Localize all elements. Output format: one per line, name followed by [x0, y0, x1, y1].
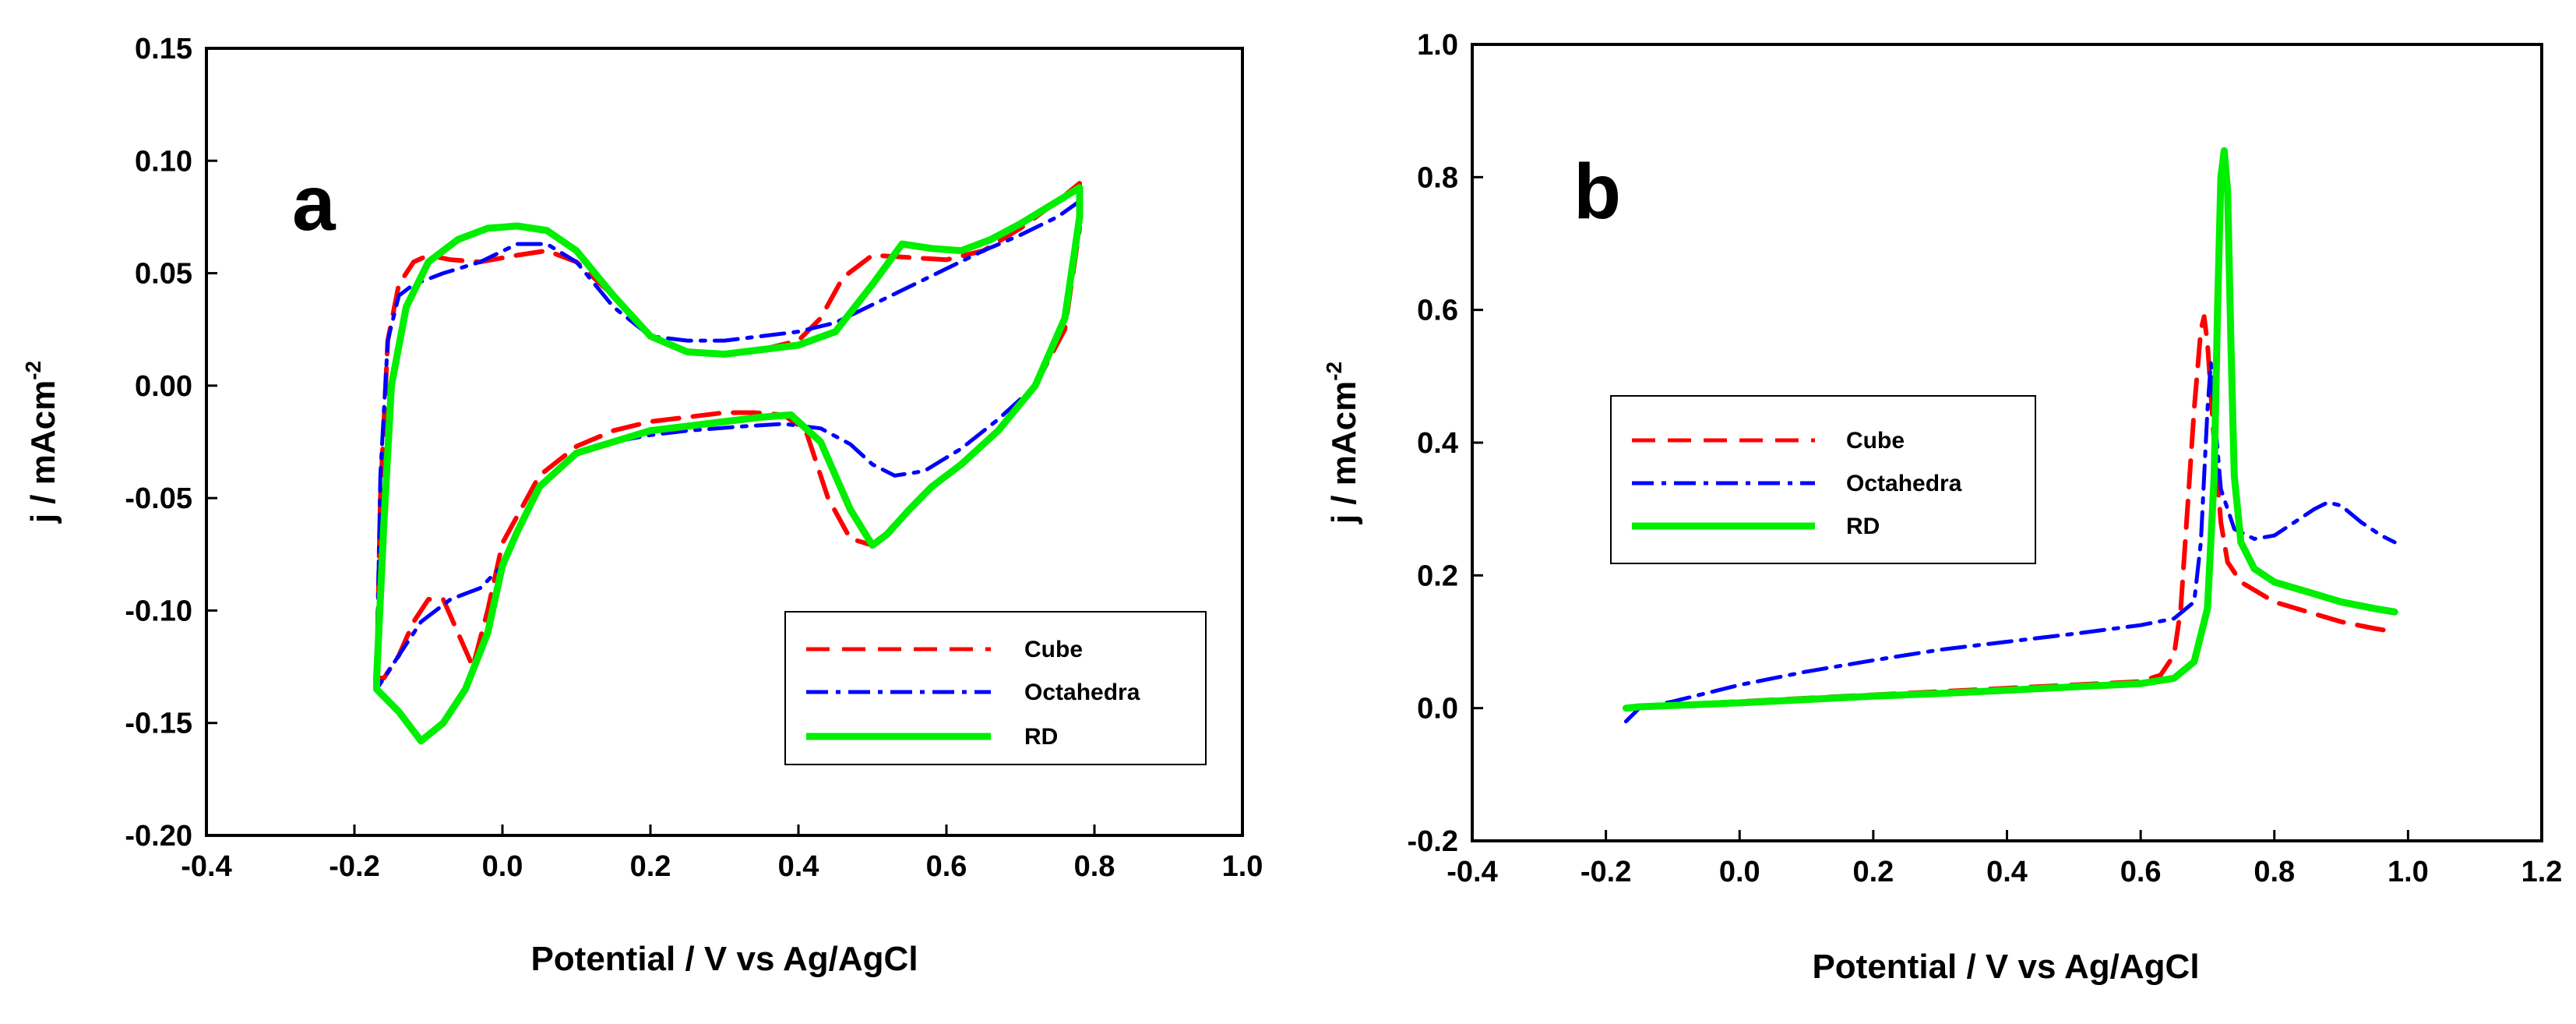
panel-a-y-tick-label: 0.05: [135, 258, 192, 291]
panel-b-y-tick-label: -0.2: [1408, 825, 1458, 858]
panel-b-y-tick-label: 0.6: [1417, 295, 1458, 327]
panel-b-x-tick-label: 0.8: [2254, 856, 2295, 888]
panel-a-x-tick-label: -0.2: [329, 850, 379, 883]
panel-a-legend-label-octahedra: Octahedra: [1024, 680, 1140, 705]
panel-a-series-rd-line: [373, 184, 1084, 745]
panel-b-x-tick-label: -0.4: [1447, 856, 1497, 888]
panel-a-x-tick-label: 0.0: [482, 850, 523, 883]
panel-b-x-tick-label: -0.2: [1580, 856, 1631, 888]
panel-a-legend-box: [784, 611, 1207, 765]
panel-b-y-axis-label-main: j / mAcm: [1325, 381, 1363, 524]
panel-a-series-cube-line: [374, 181, 1082, 680]
panel-b-yticks: -0.2 0.0 0.2 0.4 0.6 0.8 1.0: [1408, 29, 1483, 858]
panel-b-legend-label-rd: RD: [1846, 514, 1880, 539]
panel-b-y-tick-label: 1.0: [1417, 29, 1458, 62]
panel-b-y-tick-label: 0.4: [1417, 427, 1458, 460]
panel-b-x-tick-label: 0.2: [1852, 856, 1894, 888]
panel-b-y-axis-label-superscript: -2: [1322, 362, 1346, 381]
panel-a-letter: a: [292, 160, 337, 247]
panel-b-x-tick-label: 0.0: [1719, 856, 1760, 888]
panel-a-y-tick-label: 0.15: [135, 33, 192, 65]
panel-a-legend-label-rd: RD: [1024, 724, 1058, 750]
panel-a-y-tick-label: -0.15: [125, 708, 192, 740]
panel-b-x-tick-label: 0.4: [1986, 856, 2028, 888]
panel-b-series-octahedra-line: [1623, 361, 2397, 724]
panel-a-y-axis-label-superscript: -2: [21, 361, 45, 380]
chart-panel-b: b -0.4 -0.2 0.0 0.2 0.4 0.6 0.8 1.0 1.2 -0.20.00…: [1322, 29, 2562, 986]
panel-b-y-tick-label: 0.8: [1417, 161, 1458, 194]
chart-panel-a: a -0.4 -0.2 0.0 0.2 0.4 0.6 0.8 1.0 -0.20-0.15-…: [21, 33, 1263, 978]
panel-b-legend-box: [1610, 395, 2036, 564]
panel-b-series-group: [1622, 147, 2398, 724]
panel-a-series-group: [373, 181, 1084, 745]
panel-b-legend-label-cube: Cube: [1846, 428, 1905, 454]
panel-a-yticks: -0.20 -0.15 -0.10 -0.05 0.00 0.05 0.10 0.15: [125, 33, 217, 853]
panel-b-series-rd-line: [1622, 147, 2398, 712]
panel-b-y-tick-label: 0.2: [1417, 560, 1458, 592]
panel-b-y-tick-label: 0.0: [1417, 693, 1458, 726]
panel-a-y-tick-label: -0.20: [125, 820, 192, 853]
panel-b-x-axis-label: Potential / V vs Ag/AgCl: [1812, 948, 2199, 986]
panel-b-plot-frame: [1471, 43, 2543, 842]
panel-a-x-axis-label: Potential / V vs Ag/AgCl: [530, 940, 918, 978]
panel-a-y-tick-label: 0.10: [135, 145, 192, 178]
panel-b-legend-label-octahedra: Octahedra: [1846, 471, 1962, 496]
panel-a-x-tick-label: 0.6: [926, 850, 967, 883]
panel-a-y-axis-label-main: j / mAcm: [24, 380, 62, 524]
panel-a-y-tick-label: 0.00: [135, 370, 192, 403]
panel-a-y-axis-label: j / mAcm-2: [21, 361, 62, 524]
panel-a-legend: Cube Octahedra RD: [784, 611, 1207, 765]
panel-a-legend-label-cube: Cube: [1024, 637, 1083, 662]
panel-a-x-tick-label: 1.0: [1222, 850, 1263, 883]
panel-b-xticks: -0.4 -0.2 0.0 0.2 0.4 0.6 0.8 1.0 1.2: [1447, 830, 2562, 888]
panel-a-plot-frame: [205, 47, 1244, 837]
panel-a-x-tick-label: 0.8: [1074, 850, 1115, 883]
panel-b-y-axis-label: j / mAcm-2: [1322, 362, 1363, 524]
panel-a-xticks: -0.4 -0.2 0.0 0.2 0.4 0.6 0.8 1.0: [181, 824, 1263, 883]
panel-b-x-tick-label: 1.2: [2521, 856, 2563, 888]
panel-b-x-tick-label: 1.0: [2387, 856, 2429, 888]
panel-a-x-tick-label: 0.2: [630, 850, 671, 883]
panel-a-y-tick-label: -0.10: [125, 595, 192, 627]
panel-a-x-tick-label: 0.4: [778, 850, 819, 883]
panel-b-legend: Cube Octahedra RD: [1610, 395, 2036, 564]
panel-a-x-tick-label: -0.4: [181, 850, 231, 883]
panel-a-y-tick-label: -0.05: [125, 482, 192, 515]
panel-b-x-tick-label: 0.6: [2120, 856, 2162, 888]
panel-b-letter: b: [1573, 148, 1621, 235]
